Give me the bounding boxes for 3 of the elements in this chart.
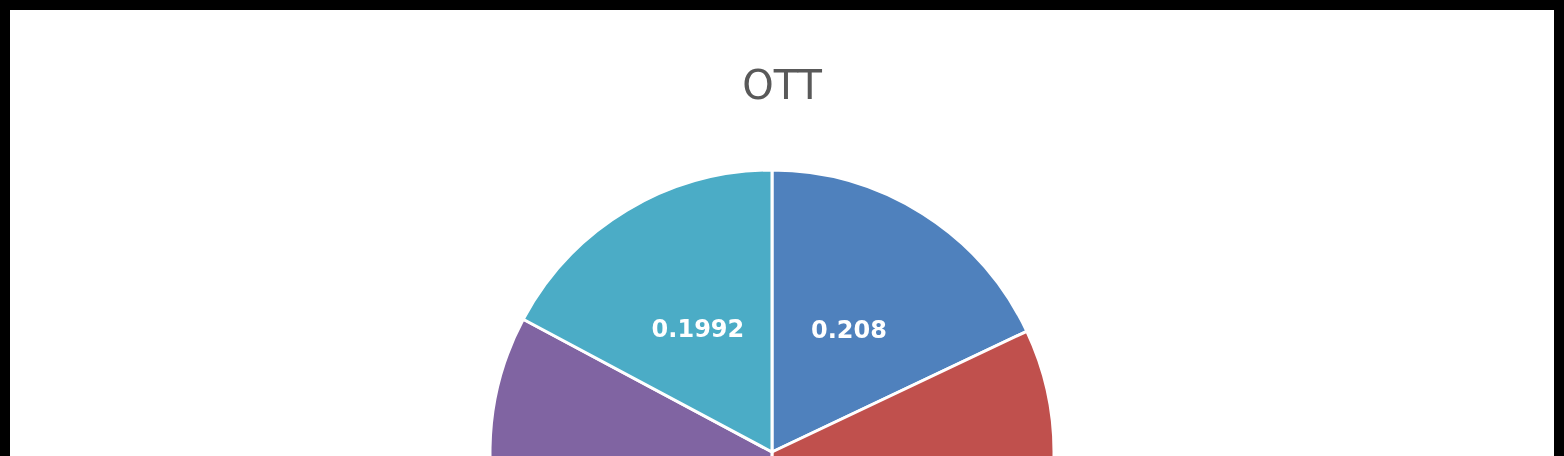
data-label: 0.208 bbox=[811, 316, 887, 345]
chart-title: OTT bbox=[742, 62, 823, 108]
data-label: 0.1992 bbox=[651, 314, 745, 343]
